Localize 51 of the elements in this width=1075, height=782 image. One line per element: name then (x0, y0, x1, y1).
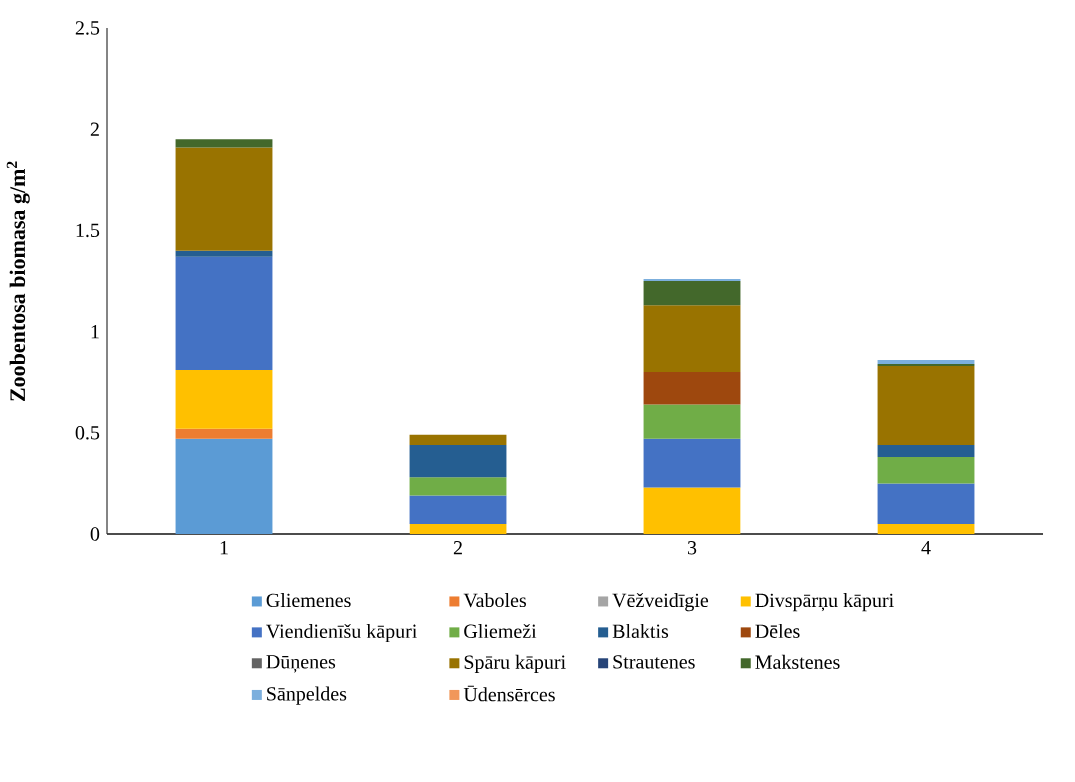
legend-label: Gliemenes (266, 593, 351, 608)
y-tick-label: 0.5 (75, 426, 100, 440)
y-tick-label: 2 (90, 122, 99, 136)
bar (643, 281, 741, 306)
legend-label: Blaktis (612, 623, 669, 638)
bar (877, 366, 975, 445)
legend-label: Divspārņu kāpuri (755, 593, 894, 612)
bar (643, 404, 741, 439)
y-tick-label: 2.5 (75, 21, 100, 35)
bar (643, 438, 741, 488)
legend-label: Strautenes (613, 655, 695, 669)
y-tick-label: 1 (91, 325, 99, 339)
legend-label: Viendienīšu kāpuri (266, 623, 417, 643)
legend-label: Vaboles (463, 593, 526, 608)
bar (877, 457, 975, 484)
x-tick-label: 3 (687, 541, 697, 555)
y-tick-label: 0 (90, 527, 100, 541)
legend-label: Vēžveidīgie (612, 592, 709, 612)
bar (643, 278, 741, 281)
bar (409, 523, 507, 534)
bar (643, 487, 741, 534)
legend-label: Ūdensērces (463, 685, 555, 702)
bar (877, 359, 975, 364)
bar (175, 370, 273, 429)
legend-label: Dēles (755, 623, 800, 638)
legend-label: Gliemeži (464, 623, 537, 639)
bar (175, 250, 273, 257)
bar (175, 147, 273, 251)
legend-label: Dūņenes (266, 655, 336, 673)
y-axis-title: Zoobentosa biomasa g/m$^{2}$ (6, 161, 30, 402)
y-tick-label: 1.5 (76, 223, 100, 238)
bar (643, 372, 741, 405)
bar (877, 444, 975, 458)
bar (175, 139, 273, 148)
x-tick-label: 1 (220, 541, 228, 555)
bar (409, 495, 507, 524)
legend-label: Makstenes (755, 654, 840, 669)
bar (877, 523, 975, 534)
x-tick-label: 2 (453, 541, 462, 555)
bar (409, 434, 507, 445)
bar (643, 305, 741, 373)
bar (409, 444, 507, 478)
bar (409, 477, 507, 496)
bar (175, 438, 273, 534)
bar (175, 256, 273, 371)
bar (877, 363, 975, 367)
legend-label: Spāru kāpuri (464, 654, 566, 673)
x-tick-label: 4 (921, 541, 931, 555)
bar (175, 428, 273, 439)
legend-label: Sānpeldes (267, 686, 347, 705)
bar (877, 483, 975, 524)
